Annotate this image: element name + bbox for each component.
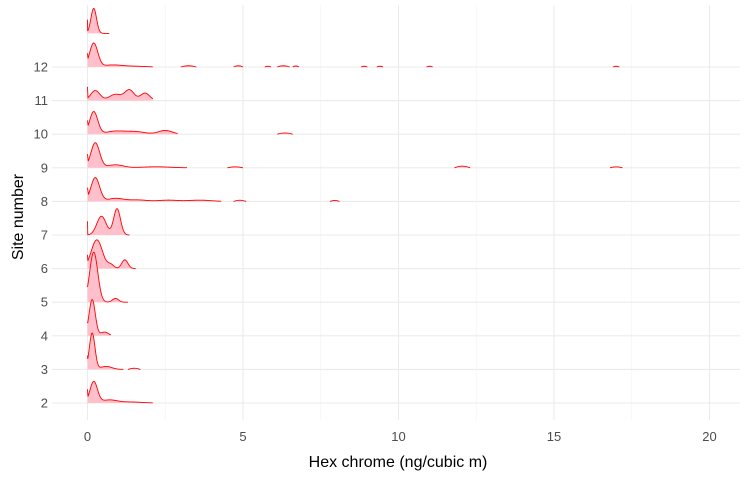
y-axis-title: Site number [10,173,27,260]
minor-gridlines [164,5,633,420]
ridge-area [87,208,130,235]
ridge-line [87,42,153,68]
y-tick-label: 11 [35,93,49,108]
ridge-area [87,177,222,202]
ridge-site-8 [87,177,340,202]
ridge-line-tail [277,132,293,135]
ridge-site-12 [87,42,620,68]
ridge-line [87,7,110,34]
ridge-line [87,251,128,303]
ridge-area [87,239,136,269]
ridge-area [87,86,153,101]
ridge-line-tail [609,166,623,169]
x-tick-label: 0 [84,429,91,444]
y-tick-label: 8 [41,194,48,209]
ridges [87,7,623,404]
ridge-line [87,111,178,134]
ridge-line [87,177,222,202]
ridge-area [87,252,128,303]
ridge-site-4 [87,299,112,336]
ridge-site-6 [87,239,136,270]
y-tick-label: 2 [41,396,48,411]
ridge-line-tail [264,65,272,68]
y-tick-label: 4 [41,328,48,343]
ridge-line-tail [454,165,471,169]
y-tick-label: 12 [34,60,48,75]
ridge-site-7 [87,208,130,236]
ridge-line [87,142,188,169]
ridge-line-tail [227,166,244,169]
y-tick-label: 7 [41,228,48,243]
ridge-line-tail [233,199,247,202]
ridge-line [87,86,154,100]
ridge-line [87,299,112,336]
ridge-line-tail [233,65,244,68]
ridge-line [87,332,124,370]
ridge-area [87,111,178,135]
ridge-line-tail [612,65,620,68]
ridge-area [87,43,153,67]
y-axis-tick-labels: 2 3 4 5 6 7 8 9 10 11 12 [34,60,48,411]
x-tick-label: 15 [547,429,561,444]
ridge-line [87,239,136,270]
ridge-area [87,299,111,336]
y-tick-label: 6 [41,261,48,276]
y-tick-label: 9 [41,160,48,175]
ridge-line-tail [360,65,368,68]
ridge-line [87,208,130,236]
x-axis-tick-labels: 0 5 10 15 20 [84,429,717,444]
ridge-site-10 [87,111,293,135]
ridge-area [87,8,110,34]
ridge-site-2 [87,380,153,404]
x-tick-label: 20 [702,429,716,444]
ridge-line [87,380,153,404]
ridge-line-tail [180,65,197,68]
ridge-area [87,333,124,370]
ridge-site-5 [87,251,128,303]
ridge-site-3 [87,332,141,370]
x-tick-label: 10 [391,429,405,444]
x-tick-label: 5 [239,429,246,444]
major-gridlines [52,5,740,420]
y-tick-label: 3 [41,362,48,377]
y-tick-label: 5 [41,295,48,310]
ridge-site-top [87,7,110,34]
ridge-area [87,381,153,403]
x-axis-title: Hex chrome (ng/cubic m) [309,454,488,471]
ridge-line-tail [127,367,141,370]
ridge-line-tail [376,65,384,68]
ridge-line-tail [329,199,340,202]
ridge-site-11 [87,86,154,101]
ridge-area [87,142,188,168]
ridge-line-tail [277,65,290,68]
ridge-site-9 [87,142,623,169]
ridge-line-tail [426,65,433,68]
y-tick-label: 10 [34,127,48,142]
ridge-line-tail [292,65,300,68]
